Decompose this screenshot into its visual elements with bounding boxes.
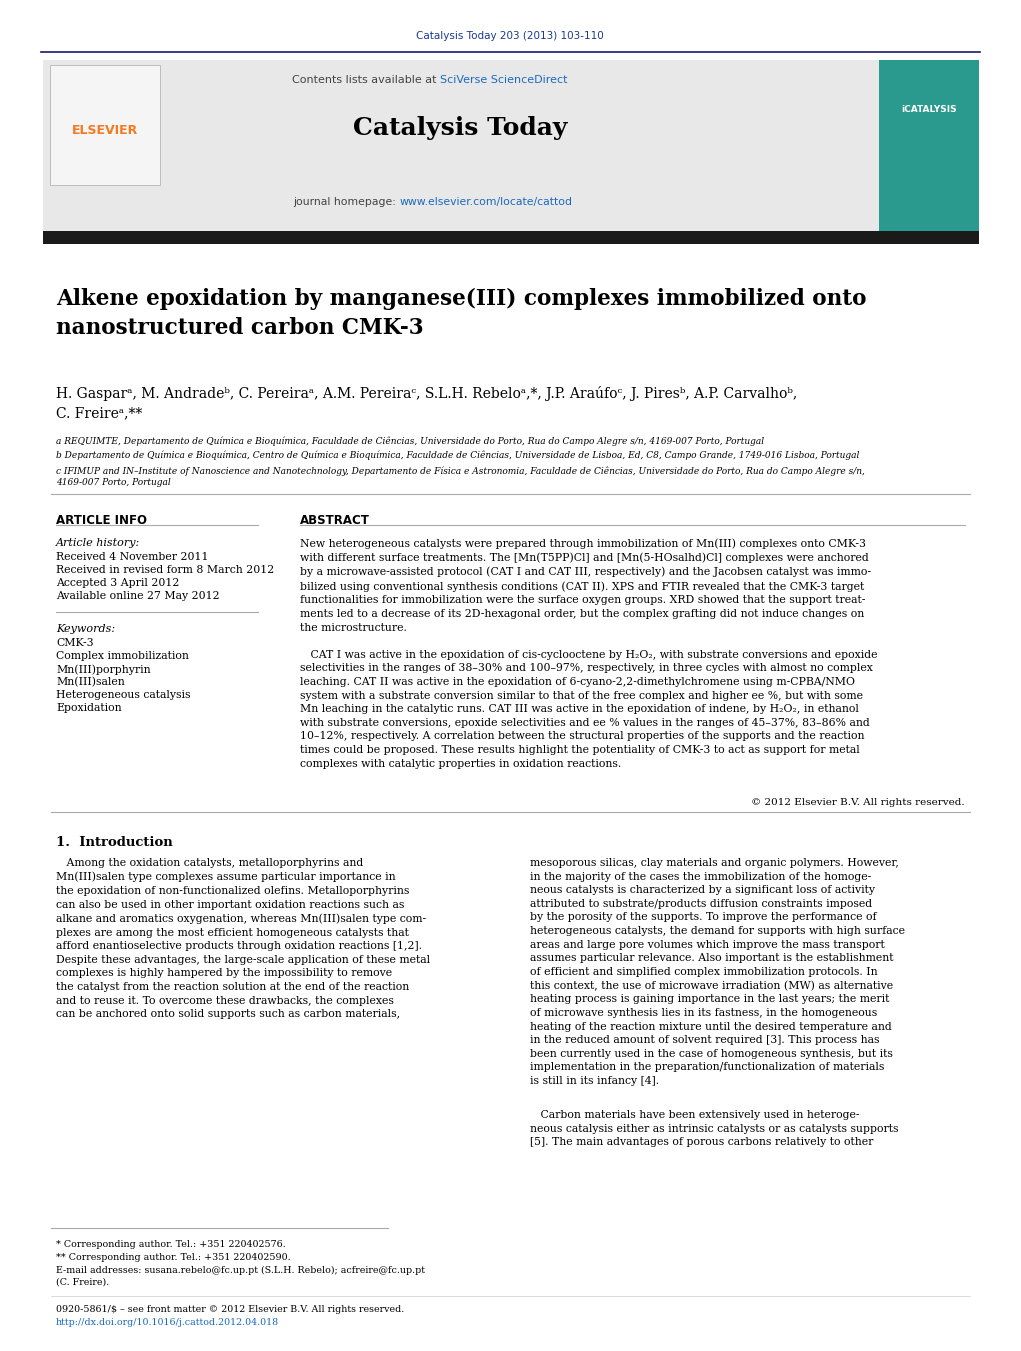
Text: Alkene epoxidation by manganese(III) complexes immobilized onto
nanostructured c: Alkene epoxidation by manganese(III) com…	[56, 288, 867, 339]
FancyBboxPatch shape	[43, 59, 879, 232]
Text: 1.  Introduction: 1. Introduction	[56, 836, 173, 848]
Text: a REQUIMTE, Departamento de Química e Bioquímica, Faculdade de Ciências, Univers: a REQUIMTE, Departamento de Química e Bi…	[56, 436, 764, 446]
Text: © 2012 Elsevier B.V. All rights reserved.: © 2012 Elsevier B.V. All rights reserved…	[751, 798, 965, 807]
Text: 0920-5861/$ – see front matter © 2012 Elsevier B.V. All rights reserved.: 0920-5861/$ – see front matter © 2012 El…	[56, 1305, 404, 1315]
Text: mesoporous silicas, clay materials and organic polymers. However,
in the majorit: mesoporous silicas, clay materials and o…	[530, 858, 905, 1086]
Text: H. Gasparᵃ, M. Andradeᵇ, C. Pereiraᵃ, A.M. Pereiraᶜ, S.L.H. Rebeloᵃ,*, J.P. Araú: H. Gasparᵃ, M. Andradeᵇ, C. Pereiraᵃ, A.…	[56, 386, 797, 401]
Text: Article history:: Article history:	[56, 538, 140, 549]
Text: b Departamento de Química e Bioquímica, Centro de Química e Bioquímica, Faculdad: b Departamento de Química e Bioquímica, …	[56, 451, 860, 461]
Text: journal homepage:: journal homepage:	[294, 197, 400, 207]
Text: Complex immobilization: Complex immobilization	[56, 651, 189, 661]
Text: Received 4 November 2011: Received 4 November 2011	[56, 553, 208, 562]
FancyBboxPatch shape	[43, 231, 979, 245]
Text: http://dx.doi.org/10.1016/j.cattod.2012.04.018: http://dx.doi.org/10.1016/j.cattod.2012.…	[56, 1319, 279, 1327]
Text: Catalysis Today: Catalysis Today	[353, 116, 568, 141]
Text: Among the oxidation catalysts, metalloporphyrins and
Mn(III)salen type complexes: Among the oxidation catalysts, metallopo…	[56, 858, 430, 1019]
Text: New heterogeneous catalysts were prepared through immobilization of Mn(III) comp: New heterogeneous catalysts were prepare…	[300, 538, 877, 769]
Text: Available online 27 May 2012: Available online 27 May 2012	[56, 590, 220, 601]
Text: ** Corresponding author. Tel.: +351 220402590.: ** Corresponding author. Tel.: +351 2204…	[56, 1252, 291, 1262]
Text: ELSEVIER: ELSEVIER	[71, 123, 138, 136]
FancyBboxPatch shape	[50, 65, 160, 185]
Text: Mn(III)porphyrin: Mn(III)porphyrin	[56, 663, 151, 674]
Text: C. Freireᵃ,**: C. Freireᵃ,**	[56, 407, 142, 420]
Text: Catalysis Today 203 (2013) 103-110: Catalysis Today 203 (2013) 103-110	[417, 31, 603, 41]
Text: Carbon materials have been extensively used in heteroge-
neous catalysis either : Carbon materials have been extensively u…	[530, 1111, 898, 1147]
Text: Epoxidation: Epoxidation	[56, 703, 121, 713]
Text: Received in revised form 8 March 2012: Received in revised form 8 March 2012	[56, 565, 275, 576]
Text: c IFIMUP and IN–Institute of Nanoscience and Nanotechnology, Departamento de Fís: c IFIMUP and IN–Institute of Nanoscience…	[56, 466, 865, 486]
Text: * Corresponding author. Tel.: +351 220402576.: * Corresponding author. Tel.: +351 22040…	[56, 1240, 286, 1250]
Text: SciVerse ScienceDirect: SciVerse ScienceDirect	[440, 76, 568, 85]
Text: iCATALYSIS: iCATALYSIS	[902, 105, 957, 115]
Text: E-mail addresses: susana.rebelo@fc.up.pt (S.L.H. Rebelo); acfreire@fc.up.pt
(C. : E-mail addresses: susana.rebelo@fc.up.pt…	[56, 1266, 425, 1286]
Text: Heterogeneous catalysis: Heterogeneous catalysis	[56, 690, 191, 700]
Text: www.elsevier.com/locate/cattod: www.elsevier.com/locate/cattod	[400, 197, 573, 207]
Text: Keywords:: Keywords:	[56, 624, 115, 634]
FancyBboxPatch shape	[879, 59, 979, 232]
Text: Mn(III)salen: Mn(III)salen	[56, 677, 125, 688]
Text: Accepted 3 April 2012: Accepted 3 April 2012	[56, 578, 180, 588]
Text: Contents lists available at: Contents lists available at	[292, 76, 440, 85]
Text: ABSTRACT: ABSTRACT	[300, 513, 370, 527]
Text: CMK-3: CMK-3	[56, 638, 94, 648]
Text: ARTICLE INFO: ARTICLE INFO	[56, 513, 147, 527]
